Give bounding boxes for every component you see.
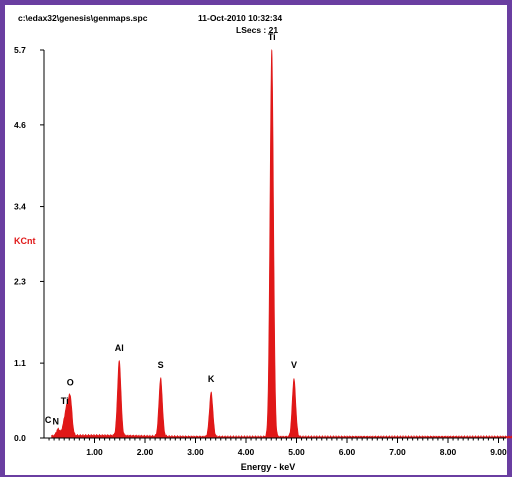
x-tick-label: 9.00 bbox=[490, 447, 507, 457]
y-tick-label: 3.4 bbox=[14, 202, 26, 212]
y-tick-label: 5.7 bbox=[14, 45, 26, 55]
x-tick-label: 6.00 bbox=[339, 447, 356, 457]
x-tick-label: 7.00 bbox=[389, 447, 406, 457]
header-lsecs: LSecs : 21 bbox=[236, 25, 278, 35]
peak-label: O bbox=[67, 378, 74, 388]
spectrum-series bbox=[51, 49, 512, 439]
x-axis-label: Energy - keV bbox=[241, 462, 296, 472]
peak-label: Al bbox=[115, 343, 124, 353]
x-tick-label: 1.00 bbox=[86, 447, 103, 457]
x-tick-label: 5.00 bbox=[288, 447, 305, 457]
peak-label: S bbox=[158, 360, 164, 370]
x-ticks: 1.00 2.00 3.00 4.00 5.00 6.00 7.00 8.00 9.00 bbox=[48, 438, 507, 457]
x-tick-label: 2.00 bbox=[137, 447, 154, 457]
y-tick-label: 2.3 bbox=[14, 276, 26, 286]
y-axis-label: KCnt bbox=[14, 236, 36, 246]
peak-label: Ti bbox=[268, 32, 276, 42]
peak-label: C bbox=[45, 415, 52, 425]
y-tick-label: 0.0 bbox=[14, 433, 26, 443]
peak-label: Ti bbox=[61, 396, 69, 406]
peak-label: N bbox=[52, 416, 59, 426]
y-tick-label: 4.6 bbox=[14, 120, 26, 130]
header-file-path: c:\edax32\genesis\genmaps.spc bbox=[18, 13, 148, 23]
peak-label: K bbox=[208, 374, 215, 384]
header-date-time: 11-Oct-2010 10:32:34 bbox=[198, 13, 282, 23]
y-ticks: 0.0 1.1 2.3 3.4 4.6 5.7 bbox=[14, 45, 44, 443]
y-tick-label: 1.1 bbox=[14, 358, 26, 368]
peak-label: V bbox=[291, 360, 297, 370]
x-tick-label: 8.00 bbox=[440, 447, 457, 457]
x-tick-label: 4.00 bbox=[238, 447, 255, 457]
x-tick-label: 3.00 bbox=[187, 447, 204, 457]
